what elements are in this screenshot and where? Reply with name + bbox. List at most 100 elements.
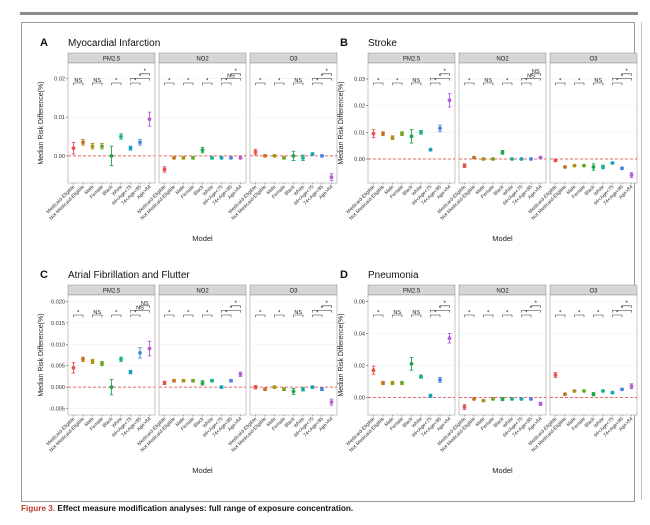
significance-label: * <box>316 309 319 316</box>
data-point <box>472 397 476 401</box>
significance-bracket <box>521 310 541 313</box>
significance-bracket <box>274 314 285 318</box>
data-point <box>191 378 195 383</box>
significance-label: * <box>626 300 629 307</box>
significance-label: * <box>525 77 528 84</box>
facet-strip-label: NO2 <box>196 57 209 63</box>
significance-label: * <box>439 305 442 312</box>
data-point <box>238 155 243 160</box>
significance-label: * <box>235 300 238 307</box>
data-point <box>200 148 205 152</box>
data-point <box>172 378 176 383</box>
significance-bracket <box>430 314 441 318</box>
significance-label: * <box>444 300 447 307</box>
data-point <box>329 400 334 405</box>
data-point <box>210 378 214 383</box>
chart-title: Stroke <box>368 38 397 49</box>
data-point <box>529 157 533 161</box>
data-point <box>81 140 85 145</box>
significance-bracket <box>111 82 122 86</box>
facet-plot-area <box>158 62 247 184</box>
significance-label: NS <box>141 301 149 307</box>
y-tick-label: 0.015 <box>51 321 65 327</box>
data-point <box>510 397 514 401</box>
significance-label: * <box>139 73 142 80</box>
data-point <box>390 135 395 140</box>
significance-bracket <box>439 73 450 76</box>
significance-label: * <box>278 77 281 84</box>
data-point <box>253 385 258 390</box>
significance-label: * <box>439 73 442 80</box>
significance-label: * <box>77 309 80 316</box>
caption-text: Effect measure modification analyses: fu… <box>57 504 354 513</box>
data-point <box>329 175 334 180</box>
facet-strip-label: NO2 <box>496 289 509 295</box>
y-tick-label: 0.00 <box>354 157 365 163</box>
data-point <box>181 155 186 160</box>
significance-bracket <box>92 82 103 86</box>
significance-bracket <box>221 78 241 81</box>
data-point <box>481 157 486 161</box>
significance-label: * <box>559 77 562 84</box>
data-point <box>172 155 176 160</box>
chart-letter: A <box>40 37 48 49</box>
data-point <box>400 131 404 136</box>
y-tick-label: -0.005 <box>49 407 65 413</box>
data-point <box>491 157 495 161</box>
data-point <box>191 155 195 160</box>
data-point <box>563 165 567 169</box>
data-point <box>229 155 233 160</box>
y-tick-label: 0.00 <box>354 395 365 401</box>
data-point <box>538 401 543 406</box>
data-point <box>629 384 634 389</box>
x-axis-label: Model <box>492 466 513 475</box>
significance-label: NS <box>532 69 540 75</box>
significance-bracket <box>130 310 150 313</box>
x-axis-label: Model <box>192 234 213 243</box>
y-tick-label: 0.010 <box>51 342 65 348</box>
data-point <box>381 131 385 136</box>
data-point <box>572 163 577 168</box>
data-point <box>563 392 567 397</box>
x-axis-label: Model <box>492 234 513 243</box>
significance-bracket <box>521 78 541 81</box>
chart-title: Atrial Fibrillation and Flutter <box>68 270 190 281</box>
significance-bracket <box>183 82 194 86</box>
facet-plot-area <box>458 62 547 184</box>
data-point <box>90 144 95 149</box>
data-point <box>301 155 305 160</box>
figure-caption: Figure 3. Effect measure modification an… <box>21 504 353 513</box>
y-tick-label: 0.02 <box>354 104 365 110</box>
significance-label: * <box>168 77 171 84</box>
significance-bracket <box>593 82 604 86</box>
significance-bracket <box>312 314 323 318</box>
significance-bracket <box>293 314 304 318</box>
significance-bracket <box>430 82 441 86</box>
chart-letter: D <box>340 269 348 281</box>
data-point <box>263 154 267 158</box>
significance-bracket <box>130 78 150 81</box>
data-point <box>200 380 205 385</box>
facet-plot-area <box>158 294 247 416</box>
data-point <box>409 361 414 366</box>
data-point <box>100 361 104 366</box>
significance-label: * <box>616 309 619 316</box>
significance-label: * <box>187 309 190 316</box>
data-point <box>229 378 233 383</box>
data-point <box>147 117 152 122</box>
facet-plot-area <box>549 294 638 416</box>
significance-bracket <box>574 82 585 86</box>
significance-label: * <box>487 309 490 316</box>
data-point <box>553 158 558 163</box>
significance-bracket <box>574 314 585 318</box>
facet-strip-label: PM2.5 <box>403 57 421 63</box>
data-point <box>620 387 624 392</box>
data-point <box>138 140 142 145</box>
significance-bracket <box>430 78 450 81</box>
significance-bracket <box>221 314 232 318</box>
x-axis-label: Model <box>192 466 213 475</box>
page-edge-rule <box>641 22 642 500</box>
data-point <box>282 387 286 392</box>
chart-title: Pneumonia <box>368 270 419 281</box>
significance-bracket <box>621 305 632 308</box>
